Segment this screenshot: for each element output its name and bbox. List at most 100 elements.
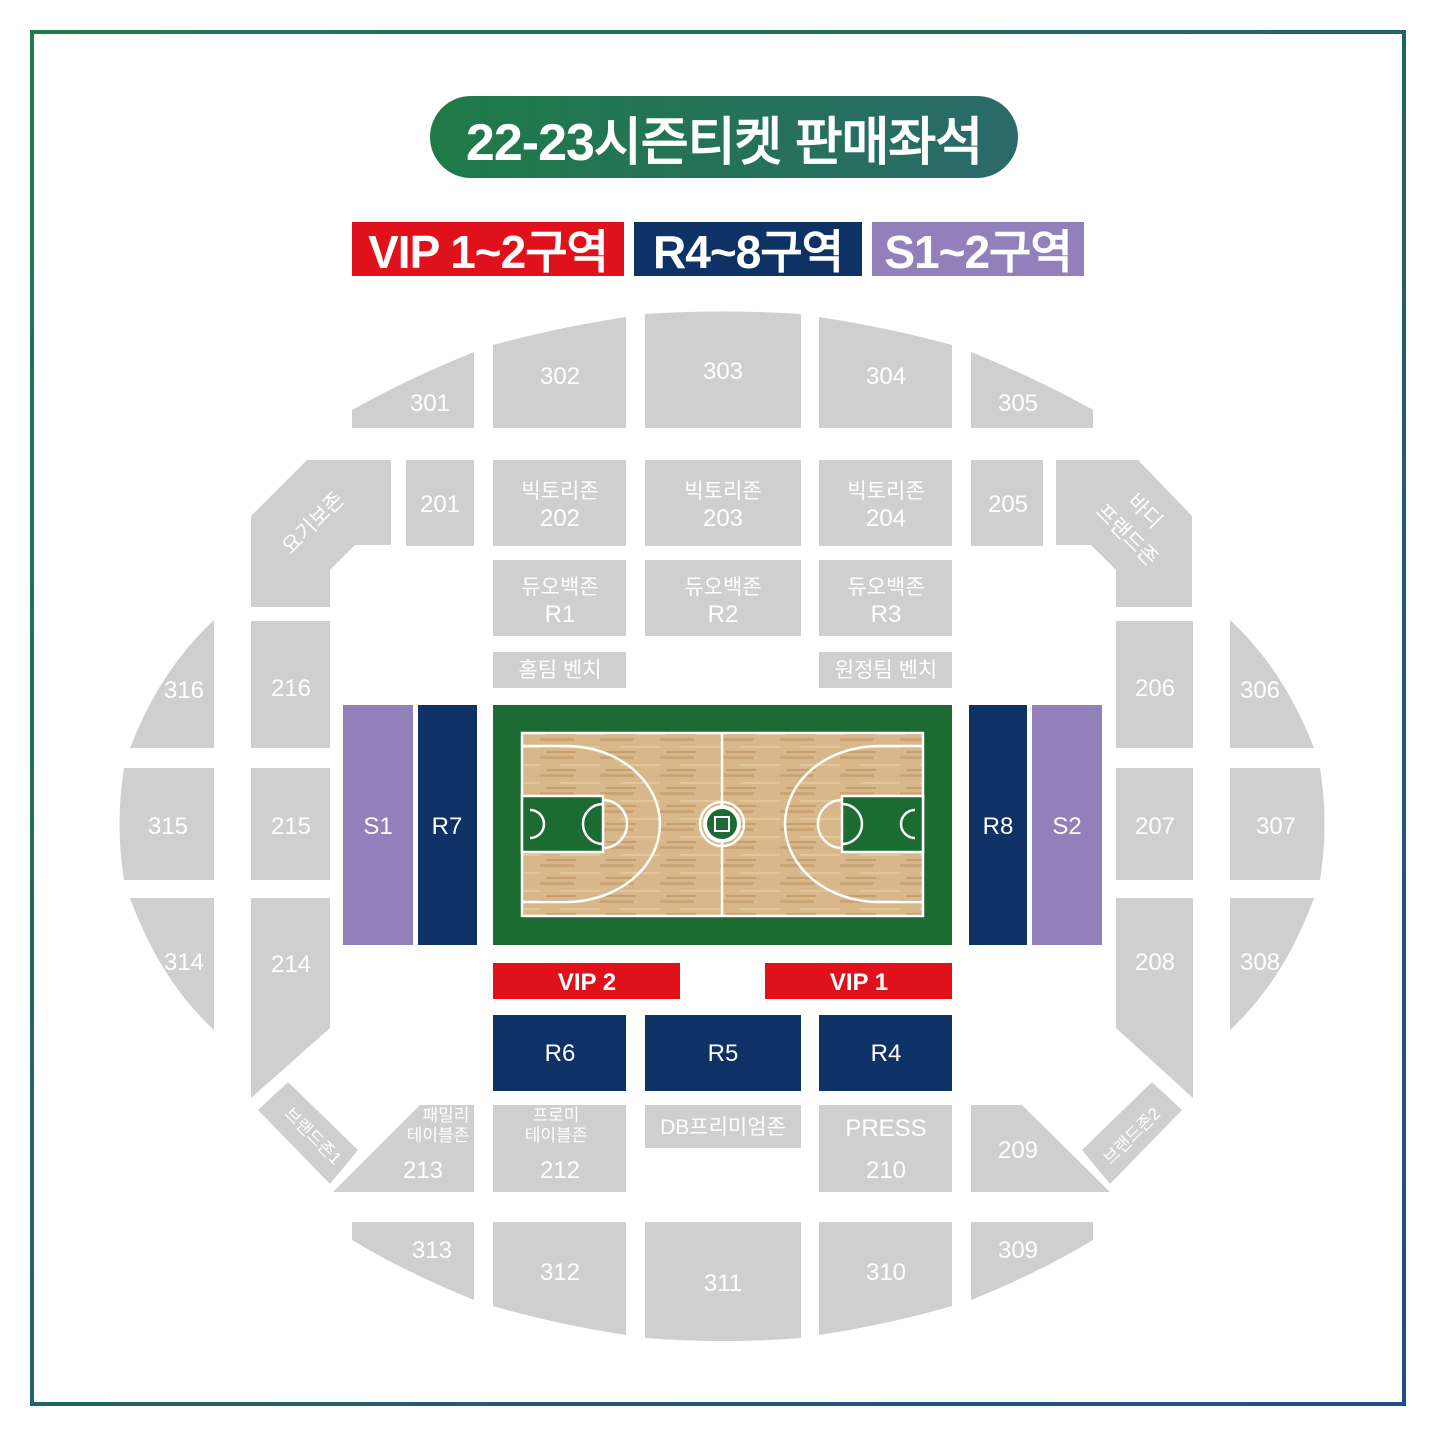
svg-text:214: 214: [271, 951, 311, 978]
zone-db-premium[interactable]: DB프리미엄존: [645, 1105, 801, 1148]
svg-text:313: 313: [412, 1237, 452, 1264]
svg-text:309: 309: [998, 1237, 1038, 1264]
section-vip-1[interactable]: VIP 1: [765, 963, 952, 999]
svg-text:패밀리: 패밀리: [423, 1106, 470, 1125]
svg-text:310: 310: [866, 1259, 906, 1286]
section-208[interactable]: 208: [1116, 898, 1193, 1098]
section-304[interactable]: 304: [819, 317, 952, 428]
section-316[interactable]: 316: [130, 620, 214, 748]
svg-text:304: 304: [866, 363, 906, 390]
svg-text:VIP 2: VIP 2: [558, 969, 616, 996]
svg-text:빅토리존: 빅토리존: [521, 480, 598, 503]
svg-text:307: 307: [1256, 813, 1296, 840]
svg-text:테이블존: 테이블존: [525, 1126, 588, 1145]
section-206[interactable]: 206: [1116, 621, 1193, 748]
svg-text:R2: R2: [708, 601, 739, 628]
section-311[interactable]: 311: [645, 1222, 801, 1341]
section-309[interactable]: 309: [971, 1222, 1093, 1300]
section-duo-r3[interactable]: 듀오백존 R3: [819, 560, 952, 636]
legend-s: S1~2구역: [872, 222, 1084, 278]
svg-text:듀오백존: 듀오백존: [521, 576, 598, 599]
section-vip-2[interactable]: VIP 2: [493, 963, 680, 999]
svg-text:210: 210: [866, 1157, 906, 1184]
section-216[interactable]: 216: [251, 621, 330, 748]
zone-brand-2[interactable]: 브랜드존2: [1082, 1082, 1182, 1184]
away-bench: 원정팀 벤치: [819, 652, 952, 688]
svg-text:311: 311: [704, 1270, 742, 1297]
svg-text:204: 204: [866, 505, 906, 532]
svg-text:R4: R4: [871, 1040, 902, 1067]
svg-text:홈팀 벤치: 홈팀 벤치: [518, 659, 601, 682]
svg-text:316: 316: [164, 677, 204, 704]
zone-body-friend[interactable]: 바디 프랜드존: [1056, 460, 1192, 607]
svg-text:206: 206: [1135, 675, 1175, 702]
svg-text:VIP 1: VIP 1: [830, 969, 888, 996]
home-bench: 홈팀 벤치: [493, 652, 626, 688]
section-r7[interactable]: R7: [418, 705, 477, 945]
section-215[interactable]: 215: [251, 768, 330, 880]
section-214[interactable]: 214: [251, 898, 330, 1098]
svg-text:듀오백존: 듀오백존: [684, 576, 761, 599]
svg-text:R6: R6: [545, 1040, 576, 1067]
section-r5[interactable]: R5: [645, 1015, 801, 1091]
svg-text:213: 213: [403, 1157, 443, 1184]
svg-text:R5: R5: [708, 1040, 739, 1067]
section-r4[interactable]: R4: [819, 1015, 952, 1091]
section-duo-r2[interactable]: 듀오백존 R2: [645, 560, 801, 636]
page-title: 22-23시즌티켓 판매좌석: [430, 96, 1018, 178]
svg-text:205: 205: [988, 491, 1028, 518]
section-310[interactable]: 310: [819, 1222, 952, 1335]
section-303[interactable]: 303: [645, 311, 801, 429]
section-205[interactable]: 205: [971, 460, 1043, 546]
section-207[interactable]: 207: [1116, 768, 1193, 880]
svg-text:305: 305: [998, 390, 1038, 417]
svg-text:R1: R1: [545, 601, 576, 628]
section-213[interactable]: 패밀리 테이블존 213: [333, 1105, 474, 1192]
section-315[interactable]: 315: [119, 768, 215, 880]
svg-text:R8: R8: [983, 813, 1014, 840]
svg-text:원정팀 벤치: 원정팀 벤치: [835, 659, 937, 682]
section-202[interactable]: 빅토리존 202: [493, 460, 626, 546]
section-209[interactable]: 209: [971, 1105, 1110, 1192]
zone-brand-1[interactable]: 브랜드존1: [258, 1082, 358, 1184]
section-r8[interactable]: R8: [969, 705, 1027, 945]
svg-text:203: 203: [703, 505, 743, 532]
svg-text:306: 306: [1240, 677, 1280, 704]
svg-text:314: 314: [164, 949, 204, 976]
section-203[interactable]: 빅토리존 203: [645, 460, 801, 546]
svg-text:빅토리존: 빅토리존: [684, 480, 761, 503]
section-r6[interactable]: R6: [493, 1015, 626, 1091]
svg-text:303: 303: [703, 358, 743, 385]
section-314[interactable]: 314: [130, 898, 214, 1030]
svg-text:302: 302: [540, 363, 580, 390]
svg-text:202: 202: [540, 505, 580, 532]
svg-text:DB프리미엄존: DB프리미엄존: [660, 1116, 786, 1139]
basketball-court: [493, 705, 952, 945]
section-306[interactable]: 306: [1230, 620, 1314, 748]
svg-text:301: 301: [410, 390, 450, 417]
section-313[interactable]: 313: [352, 1222, 474, 1300]
section-s1[interactable]: S1: [343, 705, 413, 945]
svg-text:201: 201: [420, 491, 460, 518]
section-302[interactable]: 302: [493, 317, 626, 428]
section-201[interactable]: 201: [406, 460, 474, 546]
section-212[interactable]: 프로미 테이블존 212: [493, 1105, 626, 1192]
svg-text:프로미: 프로미: [533, 1106, 580, 1125]
section-210[interactable]: PRESS 210: [819, 1105, 952, 1192]
svg-text:308: 308: [1240, 949, 1280, 976]
zone-yogibo[interactable]: 요기보존: [251, 460, 391, 607]
section-308[interactable]: 308: [1230, 898, 1314, 1030]
section-301[interactable]: 301: [352, 352, 474, 428]
section-204[interactable]: 빅토리존 204: [819, 460, 952, 546]
section-duo-r1[interactable]: 듀오백존 R1: [493, 560, 626, 636]
section-312[interactable]: 312: [493, 1222, 626, 1335]
svg-text:212: 212: [540, 1157, 580, 1184]
section-307[interactable]: 307: [1230, 768, 1325, 880]
section-305[interactable]: 305: [971, 352, 1093, 428]
svg-text:S1: S1: [363, 813, 392, 840]
section-s2[interactable]: S2: [1032, 705, 1102, 945]
svg-text:PRESS: PRESS: [845, 1115, 926, 1142]
svg-text:215: 215: [271, 813, 311, 840]
